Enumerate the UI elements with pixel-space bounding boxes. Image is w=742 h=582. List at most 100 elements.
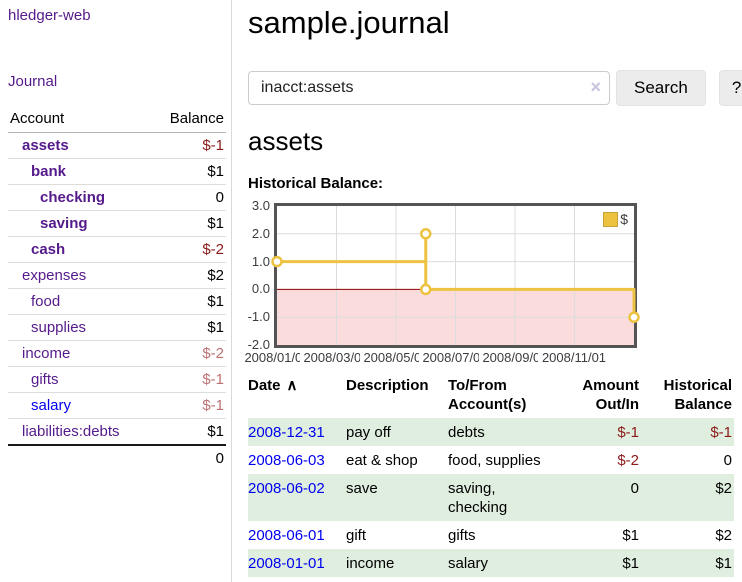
clear-search-icon[interactable]: × [590,76,601,97]
chart-title: Historical Balance: [248,175,384,192]
account-title: assets [248,126,324,156]
accounts-total-row: 0 [8,444,226,471]
account-link-bank[interactable]: bank [31,163,67,180]
account-row-cash: cash $-2 [8,236,226,263]
transaction-description: pay off [346,424,391,441]
search-button[interactable]: Search [616,69,706,106]
transaction-accounts: saving, checking [448,480,508,516]
transaction-accounts: food, supplies [448,452,541,469]
account-link-salary[interactable]: salary [31,397,72,414]
x-tick-label: 2008/03/01 [300,349,372,366]
account-balance: $2 [152,262,226,289]
main-content: sample.journal × Search ? assets Histori… [233,0,742,582]
balance-header-line1: Historical [663,377,732,394]
app-title-link[interactable]: hledger-web [8,7,91,24]
help-button[interactable]: ? [718,69,742,106]
data-points [271,228,640,323]
register-header-date[interactable]: Date ∧ [248,371,346,418]
account-balance: $-2 [152,236,226,263]
account-balance: $1 [152,210,226,237]
amount-header-line1: Amount [582,377,639,394]
register-header-accounts: To/From Account(s) [448,371,558,418]
accounts-total-value: 0 [152,444,226,471]
sort-ascending-icon: ∧ [286,377,298,394]
transaction-date-link[interactable]: 2008-06-03 [248,452,325,469]
transaction-amount: $1 [622,527,639,544]
sidebar: hledger-web Journal Account Balance asse… [0,0,232,582]
account-row-supplies: supplies $1 [8,314,226,341]
transaction-amount: $-2 [617,452,639,469]
register-header-amount: Amount Out/In [558,371,641,418]
account-row-checking: checking 0 [8,184,226,211]
account-row-bank: bank $1 [8,158,226,185]
y-tick-label: 1.0 [251,254,270,269]
transaction-description: save [346,480,378,497]
x-tick-label: 2008/07/01 [419,349,491,366]
transaction-balance: $1 [715,555,732,572]
accounts-header-line1: To/From [448,377,507,394]
register-row: 2008-06-01 gift gifts $1 $2 [248,521,734,549]
transaction-accounts: salary [448,555,489,572]
transaction-balance: $2 [715,480,732,497]
search-input[interactable] [248,70,610,105]
transaction-amount: $1 [622,555,639,572]
transaction-amount: $-1 [617,424,639,441]
accounts-header-line2: Account(s) [448,396,527,413]
transaction-balance: $2 [715,527,732,544]
chart-canvas [271,206,640,345]
y-tick-label: 0.0 [251,281,270,296]
search-form: × Search ? [248,69,742,106]
account-link-gifts[interactable]: gifts [31,371,59,388]
y-tick-label: 2.0 [251,226,270,241]
legend-label: $ [620,211,628,227]
account-link-income[interactable]: income [22,345,71,362]
account-balance: 0 [152,184,226,211]
x-tick-label: 2008/09/01 [479,349,551,366]
register-header-row: Date ∧ Description To/From Account(s) Amo… [248,371,734,418]
account-row-assets: assets $-1 [8,133,226,159]
x-tick-label: 2008/05/01 [360,349,432,366]
date-header-label: Date [248,377,281,394]
account-link-saving[interactable]: saving [40,215,88,232]
accounts-header-account: Account [8,107,153,133]
account-link-expenses[interactable]: expenses [22,267,87,284]
transaction-date-link[interactable]: 2008-12-31 [248,424,325,441]
accounts-header-row: Account Balance [8,107,226,133]
transaction-balance: $-1 [710,424,732,441]
register-row: 2008-06-02 save saving, checking 0 $2 [248,474,734,521]
sidebar-item-journal[interactable]: Journal [8,73,58,90]
transaction-description: income [346,555,395,572]
y-tick-label: -2.0 [247,337,270,352]
accounts-header-balance: Balance [152,107,226,133]
transaction-accounts: gifts [448,527,476,544]
account-link-liabilities-debts[interactable]: liabilities:debts [22,423,120,440]
account-balance: $-1 [202,137,224,154]
register-table: Date ∧ Description To/From Account(s) Amo… [248,371,734,577]
transaction-date-link[interactable]: 2008-01-01 [248,555,325,572]
register-header-balance: Historical Balance [641,371,734,418]
account-link-cash[interactable]: cash [31,241,66,258]
account-row-saving: saving $1 [8,210,226,237]
account-row-gifts: gifts $-1 [8,366,226,393]
account-balance: $-1 [152,366,226,393]
transaction-date-link[interactable]: 2008-06-02 [248,480,325,497]
x-tick-label: 2008/11/01 [538,349,610,366]
account-row-food: food $1 [8,288,226,315]
register-row: 2008-06-03 eat & shop food, supplies $-2… [248,446,734,474]
amount-header-line2: Out/In [595,396,639,413]
y-tick-label: -1.0 [247,309,270,324]
transaction-description: eat & shop [346,452,418,469]
account-link-supplies[interactable]: supplies [31,319,87,336]
account-balance: $1 [152,314,226,341]
gridlines [277,206,634,345]
account-link-assets[interactable]: assets [22,137,69,154]
balance-header-line2: Balance [674,396,732,413]
account-row-salary: salary $-1 [8,392,226,419]
historical-balance-chart: 3.0 2.0 1.0 0.0 -1.0 -2.0 [238,198,742,367]
account-balance: $-2 [152,340,226,367]
account-balance: $1 [152,418,226,445]
account-link-checking[interactable]: checking [40,189,106,206]
balance-step-line [277,232,636,318]
transaction-date-link[interactable]: 2008-06-01 [248,527,325,544]
account-link-food[interactable]: food [31,293,61,310]
